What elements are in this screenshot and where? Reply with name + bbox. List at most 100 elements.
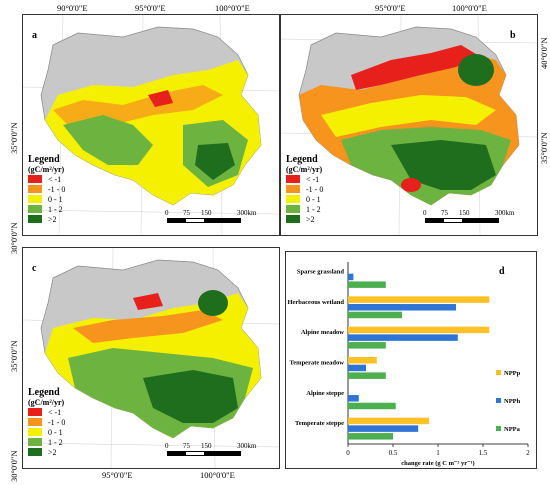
left-coordinate-label: 30°0'0"N	[9, 450, 19, 482]
legend-swatch	[28, 205, 42, 213]
scale-tick-label: 75	[441, 209, 448, 217]
panel-label-d: d	[499, 266, 505, 277]
map-a-canvas	[23, 15, 279, 235]
legend-swatch	[286, 175, 300, 183]
category-label: Herbaceous wetland	[287, 299, 344, 306]
legend-item-label: -1 - 0	[48, 184, 66, 194]
x-tick-label: 0.5	[389, 449, 398, 457]
scale-bar-graphic	[167, 451, 241, 456]
scale-tick-label: 150	[201, 209, 212, 217]
category-label: Sparse grassland	[297, 269, 345, 276]
legend-item-label: >2	[306, 214, 315, 224]
scale-tick-label: 0	[423, 209, 427, 217]
legend-swatch	[286, 205, 300, 213]
scale-bar-graphic	[167, 218, 241, 223]
legend-item-label: 1 - 2	[306, 204, 321, 214]
scale-tick-label: 75	[183, 209, 190, 217]
legend-label: NPPh	[504, 398, 521, 405]
legend-item-label: >2	[48, 214, 57, 224]
bar-npph	[348, 425, 419, 432]
legend-item-label: 0 - 1	[48, 427, 63, 437]
scale-tick-label: 150	[201, 442, 212, 450]
legend-item: 1 - 2	[286, 204, 323, 214]
legend-swatch	[496, 398, 501, 403]
map-panel-b	[280, 14, 538, 236]
legend-item: >2	[28, 214, 65, 224]
map-c-canvas	[23, 248, 279, 468]
legend-item: >2	[28, 447, 65, 457]
left-coordinate-label: 35°0'0"N	[9, 340, 19, 372]
legend-item-label: 0 - 1	[306, 194, 321, 204]
legend-item-label: < -1	[48, 174, 62, 184]
bar-nppa	[348, 372, 386, 379]
map-b-canvas	[281, 15, 537, 235]
vegetation-darkgreen-b	[391, 140, 496, 190]
legend-item: < -1	[28, 174, 65, 184]
legend-item-label: -1 - 0	[306, 184, 324, 194]
panel-label-a: a	[32, 30, 37, 41]
top-coordinate-label: 100°0'0"E	[215, 3, 250, 13]
legend-item-label: -1 - 0	[48, 417, 66, 427]
legend-item: -1 - 0	[286, 184, 323, 194]
panel-label-c: c	[32, 263, 37, 274]
legend-swatch	[28, 195, 42, 203]
legend-swatch	[286, 215, 300, 223]
x-tick-label: 2	[526, 449, 530, 457]
vegetation-red-band-b	[351, 45, 481, 90]
right-coordinate-label: 40°0'0"N	[539, 37, 549, 69]
scale-tick-label: 300km	[237, 442, 257, 450]
top-coordinate-label: 95°0'0"E	[135, 3, 166, 13]
legend-unit: (gC/m²/yr)	[286, 165, 323, 174]
bar-npph	[348, 304, 456, 311]
legend-swatch	[496, 426, 501, 431]
legend-swatch	[28, 175, 42, 183]
legend-item: 1 - 2	[28, 204, 65, 214]
legend-item-label: 1 - 2	[48, 204, 63, 214]
x-tick-label: 0	[346, 449, 350, 457]
legend-item: -1 - 0	[28, 417, 65, 427]
left-coordinate-label: 30°0'0"N	[9, 222, 19, 254]
legend-item-label: >2	[48, 447, 57, 457]
legend-unit: (gC/m²/yr)	[28, 398, 65, 407]
top-coordinate-label: 100°0'0"E	[452, 3, 487, 13]
bar-nppa	[348, 433, 393, 440]
bar-npph	[348, 334, 458, 341]
bar-nppp	[348, 417, 429, 425]
vegetation-red-a	[148, 90, 173, 107]
legend-item: >2	[286, 214, 323, 224]
bar-nppa	[348, 342, 386, 349]
legend-item: 0 - 1	[286, 194, 323, 204]
legend-item-label: 1 - 2	[48, 437, 63, 447]
legend-label: NPPa	[504, 426, 521, 433]
category-label: Temperate meadow	[290, 360, 345, 367]
vegetation-darkgreen-north-c	[198, 290, 228, 316]
legend-item: 0 - 1	[28, 427, 65, 437]
legend-swatch	[28, 185, 42, 193]
legend-unit: (gC/m²/yr)	[28, 165, 65, 174]
scale-tick-label: 75	[183, 442, 190, 450]
scale-bar: 0 75 150 300km	[165, 442, 267, 458]
legend-item-label: < -1	[48, 407, 62, 417]
left-coordinate-label: 35°0'0"N	[9, 122, 19, 154]
scale-bar-graphic	[425, 218, 499, 223]
top-coordinate-label: 90°0'0"E	[57, 3, 88, 13]
legend-item: 0 - 1	[28, 194, 65, 204]
scale-bar: 0 75 150 300km	[423, 209, 525, 225]
legend-title: Legend	[28, 154, 60, 165]
bar-chart: 0 0.5 1 1.5 2 change rate (g C m⁻² yr⁻¹) d Spar…	[287, 262, 530, 467]
x-tick-label: 1	[436, 449, 440, 457]
vegetation-orange-c	[73, 310, 223, 343]
category-label: Alpine meadow	[301, 329, 344, 336]
legend-item-label: < -1	[306, 174, 320, 184]
vegetation-yellow-band-b	[321, 95, 496, 137]
scale-tick-label: 0	[165, 442, 169, 450]
legend-swatch	[28, 408, 42, 416]
vegetation-red-c	[133, 293, 163, 310]
bar-nppp	[348, 296, 490, 303]
legend-swatch	[28, 438, 42, 446]
right-coordinate-label: 35°0'0"N	[539, 132, 549, 164]
scale-tick-label: 300km	[237, 209, 257, 217]
map-panel-c	[22, 247, 280, 469]
vegetation-red-south-b	[401, 178, 421, 192]
